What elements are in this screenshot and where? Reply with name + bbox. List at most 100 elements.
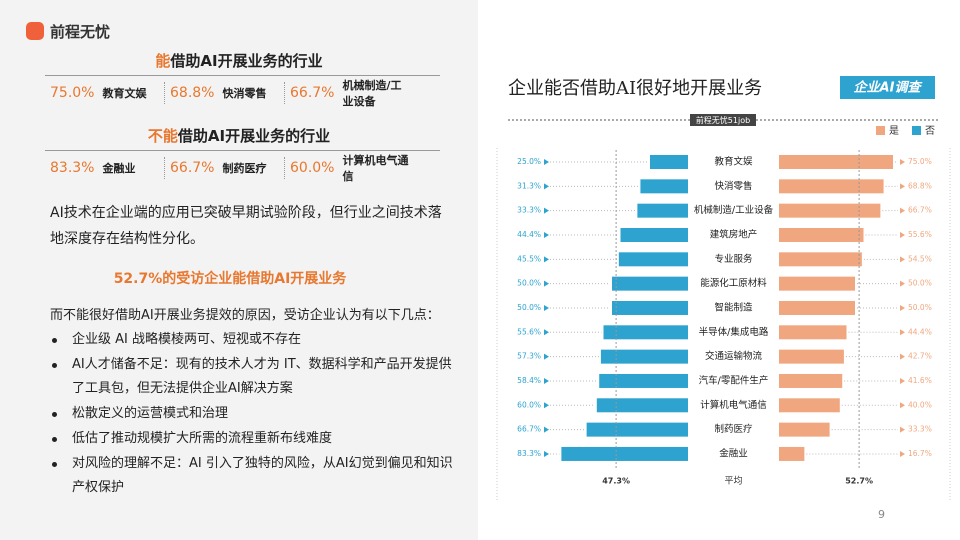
value-label: 66.7% [517,425,541,434]
category-label: 半导体/集成电路 [699,326,769,338]
bar [596,398,688,413]
value-label: 58.4% [517,376,541,385]
value-label: 33.3% [517,206,541,215]
bar [779,398,840,413]
label-arrow [900,183,905,190]
value-label: 55.6% [908,230,932,239]
label-arrow [544,426,549,433]
chart: 企业能否借助AI很好地开展业务 企业AI调查 前程无忧51job 是 否教育文娱快… [496,76,951,500]
value-label: 33.3% [908,425,932,434]
label-arrow [900,231,905,238]
paragraph: AI技术在企业端的应用已突破早期试验阶段，但行业之间技术落地深度存在结构性分化。 [50,205,442,247]
bar [561,446,688,461]
label-arrow [900,426,905,433]
label-arrow [900,256,905,263]
average-label: 平均 [724,475,742,487]
label-arrow [544,329,549,336]
badge: 企业AI调查 [854,80,923,96]
item-percent: 66.7% [170,160,215,176]
item-name: 金融业 [102,162,136,175]
category-label: 专业服务 [714,253,753,265]
label-arrow [544,207,549,214]
separator [164,82,165,104]
bar [637,203,688,218]
value-label: 55.6% [517,327,541,336]
industry-item: 66.7% 机械制造/工业设备 [290,79,412,108]
item-percent: 75.0% [50,85,95,101]
legend-label: 否 [925,125,935,137]
bar [779,203,881,218]
logo-text: 前程无忧 [50,23,111,41]
category-label: 能源化工原材料 [700,277,767,289]
separator [164,157,165,179]
bar [603,325,688,340]
label-arrow [544,450,549,457]
bar [618,252,688,267]
label-arrow [900,353,905,360]
category-label: 金融业 [719,447,748,459]
bar [650,155,688,169]
category-label: 建筑房地产 [710,228,758,240]
left-panel: 前程无忧 能借助AI开展业务的行业 75.0% 教育文娱 68.8% 快消零售 66.7… [0,0,478,540]
category-label: 智能制造 [714,301,753,313]
category-label: 教育文娱 [714,156,753,168]
legend-swatch [876,126,885,135]
category-label: 计算机电气通信 [700,399,767,411]
industry-item: 75.0% 教育文娱 [50,82,172,104]
bar [612,276,688,291]
category-label: 快消零售 [714,180,752,192]
bar [779,155,893,169]
legend-swatch [912,126,921,135]
item-name: 机械制造/工业设备 [342,79,402,108]
category-label: 制药医疗 [714,423,753,435]
legend-label: 是 [889,125,899,137]
bar [779,349,844,364]
average-value: 52.7% [845,477,873,486]
bullet-item: 松散定义的运营模式和治理 [50,402,460,426]
bar [779,422,830,437]
value-label: 44.4% [908,327,932,336]
item-name: 计算机电气通信 [342,154,409,183]
item-percent: 66.7% [290,85,335,101]
label-arrow [900,304,905,311]
label-arrow [544,377,549,384]
item-percent: 83.3% [50,160,95,176]
bullet-item: 企业级 AI 战略模棱两可、短视或不存在 [50,328,460,352]
value-label: 83.3% [517,449,541,458]
value-label: 57.3% [517,352,541,361]
source-bg [690,114,756,126]
bar [779,227,864,242]
label-arrow [900,280,905,287]
value-label: 25.0% [517,157,541,166]
bullet-item: AI人才储备不足：现有的技术人才为 IT、数据科学和产品开发提供了工具包，但无法… [50,353,460,401]
industry-item: 66.7% 制药医疗 [170,157,292,179]
separator [284,157,285,179]
value-label: 68.8% [908,181,932,190]
bar [779,252,862,267]
bar [779,325,847,340]
label-arrow [900,159,905,165]
label-arrow [544,256,549,263]
category-label: 汽车/零配件生产 [699,374,769,386]
badge-bg [840,76,935,99]
label-arrow [900,207,905,214]
value-label: 50.0% [517,303,541,312]
value-label: 40.0% [908,400,932,409]
value-label: 66.7% [908,206,932,215]
source: 前程无忧51job [696,115,750,125]
bar [612,300,688,315]
value-label: 50.0% [908,279,932,288]
average-value: 47.3% [602,477,630,486]
value-label: 75.0% [908,157,932,166]
bar [599,373,688,388]
page-number: 9 [878,508,885,521]
label-arrow [900,450,905,457]
separator [284,82,285,104]
label-arrow [544,353,549,360]
title-highlight: 不能 [147,127,178,145]
item-percent: 68.8% [170,85,215,101]
bar [779,300,855,315]
category-label: 交通运输物流 [705,350,763,362]
bar [779,179,884,194]
